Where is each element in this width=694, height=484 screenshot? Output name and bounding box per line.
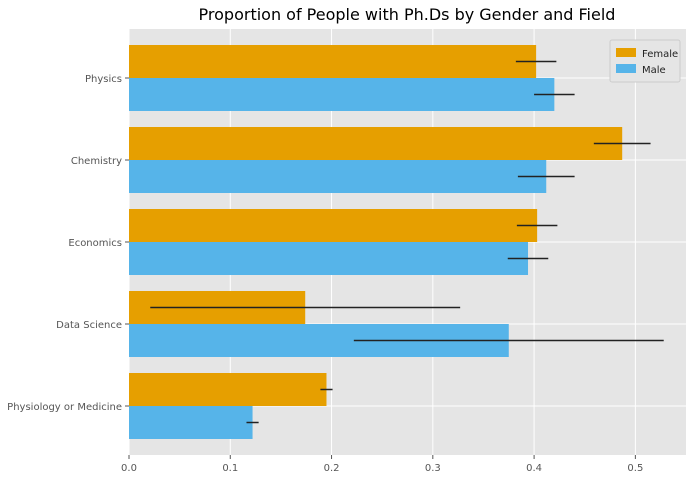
bar-female: [129, 209, 538, 242]
y-tick-label: Physiology or Medicine: [7, 402, 122, 413]
y-tick-label: Data Science: [56, 320, 122, 331]
bar-female: [129, 373, 327, 406]
y-axis: Physics Chemistry Economics Data Science Phy…: [7, 74, 129, 413]
y-tick-label: Economics: [68, 238, 122, 249]
bar-female: [129, 127, 623, 160]
bar-male: [129, 406, 253, 439]
legend-swatch-male: [616, 64, 636, 73]
bar-male: [129, 160, 547, 193]
bar-male: [129, 78, 555, 111]
bar-male: [129, 242, 529, 275]
x-tick-label: 0.5: [627, 463, 643, 474]
y-tick-label: Physics: [85, 74, 122, 85]
legend-swatch-female: [616, 48, 636, 57]
legend-label: Male: [642, 65, 666, 76]
x-tick-label: 0.4: [526, 463, 542, 474]
x-tick-label: 0.3: [425, 463, 441, 474]
x-tick-label: 0.2: [324, 463, 340, 474]
y-tick-label: Chemistry: [71, 156, 122, 167]
x-tick-label: 0.0: [121, 463, 137, 474]
error-bars-layer: [150, 60, 664, 424]
chart-title: Proportion of People with Ph.Ds by Gende…: [199, 5, 616, 24]
legend: Female Male: [609, 39, 681, 83]
legend-label: Female: [642, 49, 678, 60]
x-axis: 0.0 0.1 0.2 0.3 0.4 0.5: [121, 455, 643, 474]
bar-female: [129, 45, 537, 78]
x-tick-label: 0.1: [222, 463, 238, 474]
